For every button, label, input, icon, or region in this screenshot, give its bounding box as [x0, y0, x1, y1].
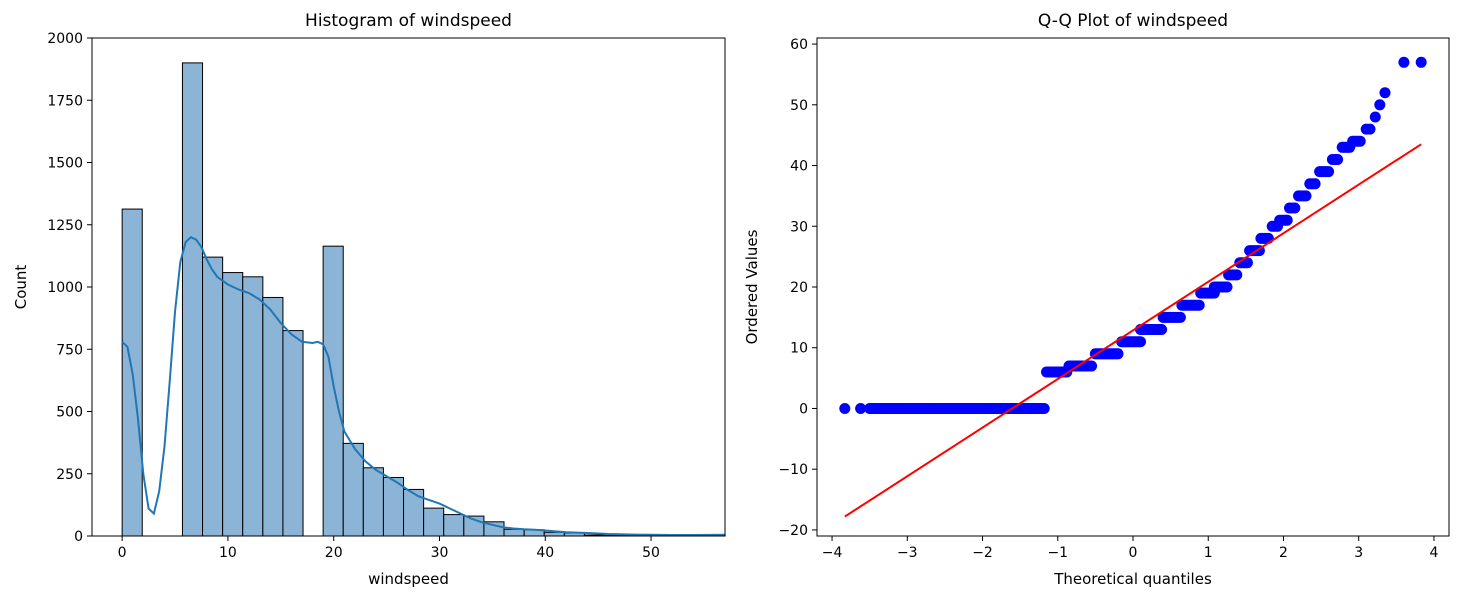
histogram-bar-12 [423, 507, 445, 537]
qq-xtick-label-7: 3 [1354, 545, 1363, 561]
qq-point-289 [1369, 111, 1381, 123]
qq-xtick-label-0: −4 [822, 545, 843, 561]
qq-point-173 [1135, 336, 1146, 348]
histogram-bar-5 [262, 296, 284, 537]
histogram-bar-1 [181, 62, 204, 537]
histogram-xtick-label-5: 50 [642, 545, 660, 561]
histogram-ytick-label-2: 500 [56, 405, 83, 421]
qq-point-145 [1086, 360, 1098, 372]
qq-point-160 [1112, 348, 1124, 360]
histogram-bar-9 [362, 467, 384, 537]
qq-point-292 [1398, 56, 1410, 68]
histogram-title: Histogram of windspeed [305, 11, 512, 31]
histogram-ytick-label-7: 1750 [47, 93, 83, 109]
qq-title: Q-Q Plot of windspeed [1038, 11, 1228, 31]
qq-point-236 [1241, 257, 1253, 269]
qq-point-290 [1374, 99, 1386, 111]
histogram-bar-2 [202, 256, 224, 537]
histogram-kde-curve [121, 236, 726, 536]
histogram-bar-4 [242, 276, 264, 537]
histogram-axes-frame [91, 37, 726, 537]
histogram-ticks: 0 10 20 30 40 5002505007501000125015001750200… [47, 31, 660, 561]
qq-ytick-label-3: 10 [790, 341, 808, 357]
histogram-ytick-label-5: 1250 [47, 218, 83, 234]
qq-point-117 [1038, 403, 1050, 414]
qq-xtick-label-3: −1 [1047, 545, 1068, 561]
histogram-xlabel: windspeed [368, 570, 449, 588]
qq-point-209 [1193, 299, 1205, 311]
qq-xtick-label-1: −3 [897, 545, 918, 561]
qq-point-0 [839, 403, 851, 414]
qq-point-291 [1379, 87, 1391, 99]
histogram-ytick-label-0: 0 [74, 529, 83, 545]
qq-point-1 [855, 403, 867, 414]
qq-ytick-label-6: 40 [790, 159, 808, 175]
histogram-bar-3 [222, 272, 244, 537]
histogram-bar-6 [282, 330, 304, 537]
qq-point-231 [1231, 269, 1243, 281]
qq-point-293 [1415, 56, 1427, 68]
histogram-bar-8 [342, 442, 364, 537]
histogram-xtick-label-0: 0 [118, 545, 127, 561]
qq-ytick-label-0: −20 [778, 523, 808, 539]
qq-xtick-label-2: −2 [972, 545, 993, 561]
qq-point-258 [1289, 202, 1301, 214]
histogram-ytick-label-1: 250 [56, 467, 83, 483]
qq-point-266 [1309, 178, 1321, 190]
qq-ytick-label-5: 30 [790, 219, 808, 235]
qq-point-198 [1174, 311, 1186, 323]
qq-point-272 [1323, 166, 1335, 178]
qq-axes-frame [816, 37, 1450, 537]
qq-point-263 [1300, 190, 1312, 202]
qq-point-276 [1332, 154, 1344, 165]
histogram-ylabel: Count [12, 265, 30, 310]
qq-ytick-label-1: −10 [778, 462, 808, 478]
histogram-ytick-label-8: 2000 [47, 31, 83, 47]
qq-ytick-label-4: 20 [790, 280, 808, 296]
histogram-bar-13 [443, 514, 465, 537]
histogram-xtick-label-4: 40 [536, 545, 554, 561]
qq-points [839, 56, 1427, 414]
qq-ytick-label-8: 60 [790, 37, 808, 53]
histogram-bars [121, 62, 726, 537]
qq-plot-panel: Q-Q Plot of windspeed −4 −3 −2 −1 0 1 2 3 4−20−1… [743, 11, 1450, 588]
qq-point-255 [1281, 214, 1293, 226]
qq-point-187 [1156, 324, 1168, 335]
qq-xtick-label-8: 4 [1429, 545, 1438, 561]
histogram-xtick-label-3: 30 [431, 545, 449, 561]
qq-point-286 [1354, 135, 1366, 147]
histogram-ytick-label-4: 1000 [47, 280, 83, 296]
qq-xtick-label-4: 0 [1129, 545, 1138, 561]
qq-ytick-label-7: 50 [790, 98, 808, 114]
histogram-ytick-label-3: 750 [56, 342, 83, 358]
qq-xtick-label-6: 2 [1279, 545, 1288, 561]
qq-fit-line [844, 143, 1422, 518]
histogram-bar-7 [322, 245, 344, 537]
qq-ytick-label-2: 0 [799, 401, 808, 417]
qq-point-226 [1221, 281, 1233, 293]
histogram-xtick-label-1: 10 [219, 545, 237, 561]
qq-point-288 [1364, 123, 1376, 135]
qq-ylabel: Ordered Values [743, 229, 761, 344]
qq-xlabel: Theoretical quantiles [1053, 570, 1212, 588]
histogram-bar-10 [382, 476, 405, 537]
qq-xtick-label-5: 1 [1204, 545, 1213, 561]
histogram-bar-16 [503, 528, 525, 537]
histogram-xtick-label-2: 20 [325, 545, 343, 561]
histogram-panel: Histogram of windspeed 0 10 20 30 40 50025050… [12, 11, 726, 588]
histogram-ytick-label-6: 1500 [47, 156, 83, 172]
